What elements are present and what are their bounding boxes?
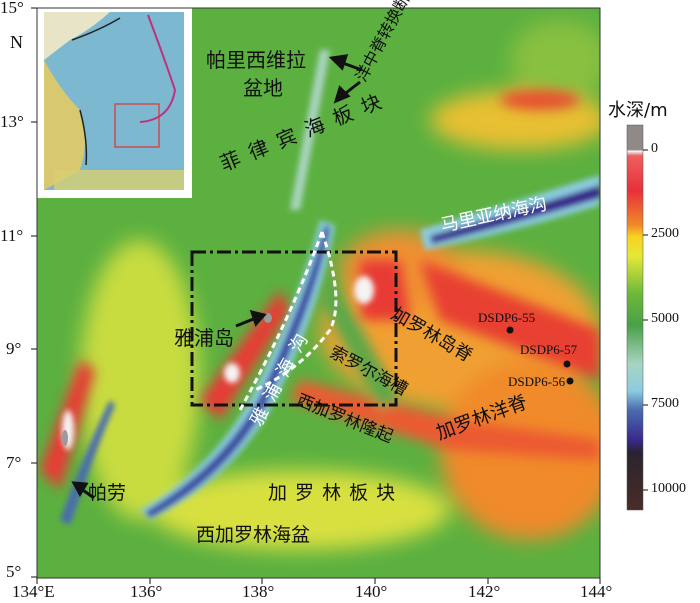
colorbar-title: 水深/m [608, 100, 668, 121]
x-tick: 136° [130, 582, 163, 601]
label-west-caroline-basin: 西加罗林海盆 [196, 524, 311, 546]
colorbar-tick: 0 [651, 141, 658, 156]
colorbar-tick: 5000 [651, 311, 679, 326]
yap-island-land [264, 313, 272, 323]
x-tick: 144° [580, 582, 613, 601]
colorbar [626, 124, 644, 511]
study-area-box [190, 250, 398, 407]
north-label: N [10, 32, 23, 52]
label-parece-vela-1: 帕里西维拉 [206, 48, 306, 72]
colorbar-tick: 2500 [651, 226, 679, 241]
label-palau: 帕劳 [88, 482, 127, 504]
y-tick: 13° [0, 112, 24, 131]
x-tick: 142° [468, 582, 501, 601]
colorbar-tick: 7500 [651, 396, 679, 411]
label-site-56: DSDP6-56 [508, 374, 566, 389]
map-area [37, 8, 600, 578]
arrows [71, 54, 363, 500]
y-tick: 11° [0, 226, 24, 245]
colorbar-ticks [643, 149, 648, 491]
palau-land [62, 430, 68, 446]
inset-highlight-box [114, 103, 160, 148]
inset-map [37, 8, 192, 198]
label-site-57: DSDP6-57 [520, 342, 578, 357]
site-dsdp-55 [506, 326, 514, 334]
x-tick: 134°E [12, 582, 55, 601]
y-tick: 7° [6, 453, 22, 472]
x-tick: 138° [242, 582, 275, 601]
x-tick: 140° [355, 582, 388, 601]
y-tick: 15° [0, 0, 24, 17]
label-parece-vela-2: 盆地 [243, 76, 283, 100]
y-tick: 9° [6, 339, 22, 358]
label-caroline-plate: 加 罗 林 板 块 [268, 482, 397, 504]
colorbar-tick: 10000 [651, 481, 686, 496]
site-dsdp-57 [563, 360, 571, 368]
label-site-55: DSDP6-55 [478, 310, 536, 325]
plate-boundary-dashed [238, 231, 338, 411]
axis-ticks [31, 7, 601, 584]
label-yap-island: 雅浦岛 [174, 326, 234, 350]
site-dsdp-56 [566, 377, 574, 385]
y-tick: 5° [6, 562, 22, 581]
map-frame [36, 7, 601, 579]
